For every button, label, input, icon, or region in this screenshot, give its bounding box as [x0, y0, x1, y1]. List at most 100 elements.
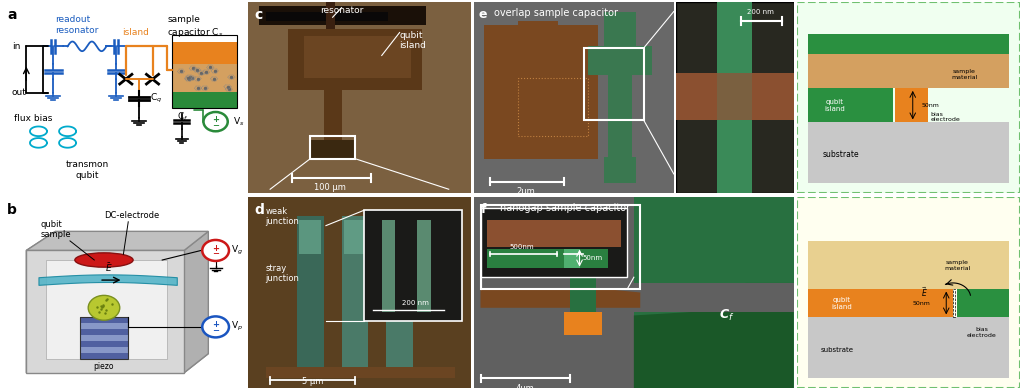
- Bar: [953, 289, 955, 317]
- Polygon shape: [27, 354, 208, 373]
- Bar: [957, 289, 1009, 317]
- Text: weak
junction: weak junction: [265, 207, 300, 226]
- Text: 100 μm: 100 μm: [314, 184, 346, 193]
- Text: substrate: substrate: [820, 347, 853, 353]
- Text: DC-electrode: DC-electrode: [104, 211, 159, 220]
- Bar: [895, 96, 929, 122]
- Text: piezo: piezo: [94, 362, 115, 371]
- Text: 500nm: 500nm: [510, 245, 535, 250]
- Bar: [480, 208, 628, 277]
- Text: d: d: [255, 203, 264, 217]
- Text: V$_g$: V$_g$: [231, 244, 244, 257]
- Ellipse shape: [75, 253, 133, 267]
- Text: +: +: [212, 115, 219, 124]
- Bar: [486, 220, 622, 246]
- Bar: [480, 205, 640, 289]
- Text: qubit
island: qubit island: [399, 31, 426, 50]
- Bar: [172, 64, 238, 92]
- Text: +: +: [212, 321, 219, 330]
- Bar: [80, 329, 128, 335]
- Bar: [614, 42, 628, 166]
- Bar: [808, 241, 1009, 289]
- Bar: [80, 341, 128, 347]
- Text: stray
junction: stray junction: [265, 264, 300, 283]
- Bar: [604, 11, 636, 50]
- Text: nanogap sample capacitor: nanogap sample capacitor: [500, 203, 630, 213]
- Bar: [172, 42, 238, 64]
- Bar: [259, 6, 426, 25]
- Circle shape: [88, 295, 120, 320]
- Bar: [717, 2, 753, 193]
- Text: −: −: [212, 121, 219, 129]
- Bar: [80, 335, 128, 341]
- Text: −: −: [212, 249, 219, 259]
- Text: C$_f$: C$_f$: [177, 110, 188, 122]
- Bar: [608, 27, 632, 165]
- Bar: [388, 220, 411, 254]
- Bar: [563, 312, 602, 335]
- Polygon shape: [27, 231, 208, 250]
- Bar: [808, 317, 1009, 378]
- Bar: [80, 317, 128, 360]
- Text: island: island: [122, 28, 148, 37]
- Circle shape: [204, 112, 227, 131]
- Text: qubit
sample: qubit sample: [41, 220, 72, 239]
- Bar: [265, 367, 456, 378]
- Bar: [634, 197, 794, 388]
- Text: 200 nm: 200 nm: [401, 300, 429, 306]
- Bar: [172, 92, 238, 108]
- Bar: [342, 216, 369, 373]
- Text: sample
material: sample material: [944, 261, 971, 271]
- Text: C$_f$: C$_f$: [719, 308, 734, 323]
- Bar: [717, 73, 753, 121]
- Bar: [303, 36, 411, 78]
- Bar: [588, 46, 652, 74]
- Polygon shape: [27, 231, 55, 373]
- Bar: [310, 136, 355, 159]
- Bar: [808, 50, 1009, 88]
- Bar: [386, 216, 413, 373]
- Bar: [895, 80, 929, 96]
- Bar: [344, 220, 367, 254]
- Text: −: −: [212, 326, 219, 335]
- Bar: [27, 250, 184, 373]
- Bar: [676, 73, 794, 121]
- Text: c: c: [255, 8, 263, 22]
- Text: 200 nm: 200 nm: [748, 9, 774, 15]
- Text: e: e: [478, 8, 486, 21]
- Text: bias
electrode: bias electrode: [967, 327, 996, 338]
- Bar: [288, 29, 422, 90]
- Bar: [604, 157, 636, 184]
- Bar: [570, 268, 596, 316]
- Polygon shape: [480, 289, 640, 308]
- Bar: [808, 34, 1009, 53]
- Bar: [299, 220, 322, 254]
- Text: transmon
qubit: transmon qubit: [66, 160, 109, 180]
- Bar: [518, 78, 588, 136]
- Bar: [634, 283, 794, 312]
- Bar: [563, 248, 580, 268]
- Bar: [46, 260, 167, 360]
- Bar: [382, 220, 395, 312]
- Text: bias
electrode: bias electrode: [931, 112, 961, 122]
- Text: in: in: [11, 42, 20, 51]
- Bar: [418, 220, 431, 312]
- Bar: [808, 122, 1009, 184]
- Text: b: b: [7, 203, 16, 217]
- Text: a: a: [7, 8, 16, 22]
- Text: 50nm: 50nm: [583, 255, 603, 261]
- Text: out: out: [11, 88, 27, 97]
- Text: 5 μm: 5 μm: [302, 377, 324, 386]
- Bar: [486, 248, 608, 268]
- Text: readout
resonator: readout resonator: [55, 16, 98, 35]
- Bar: [80, 317, 128, 323]
- Text: sample
capacitor C$_s$: sample capacitor C$_s$: [167, 16, 223, 39]
- Text: 50nm: 50nm: [912, 301, 931, 307]
- Text: substrate: substrate: [823, 150, 859, 160]
- Bar: [80, 353, 128, 360]
- Polygon shape: [484, 25, 598, 159]
- Bar: [808, 289, 953, 317]
- Bar: [326, 2, 335, 31]
- Bar: [518, 21, 558, 63]
- Text: f: f: [480, 203, 486, 216]
